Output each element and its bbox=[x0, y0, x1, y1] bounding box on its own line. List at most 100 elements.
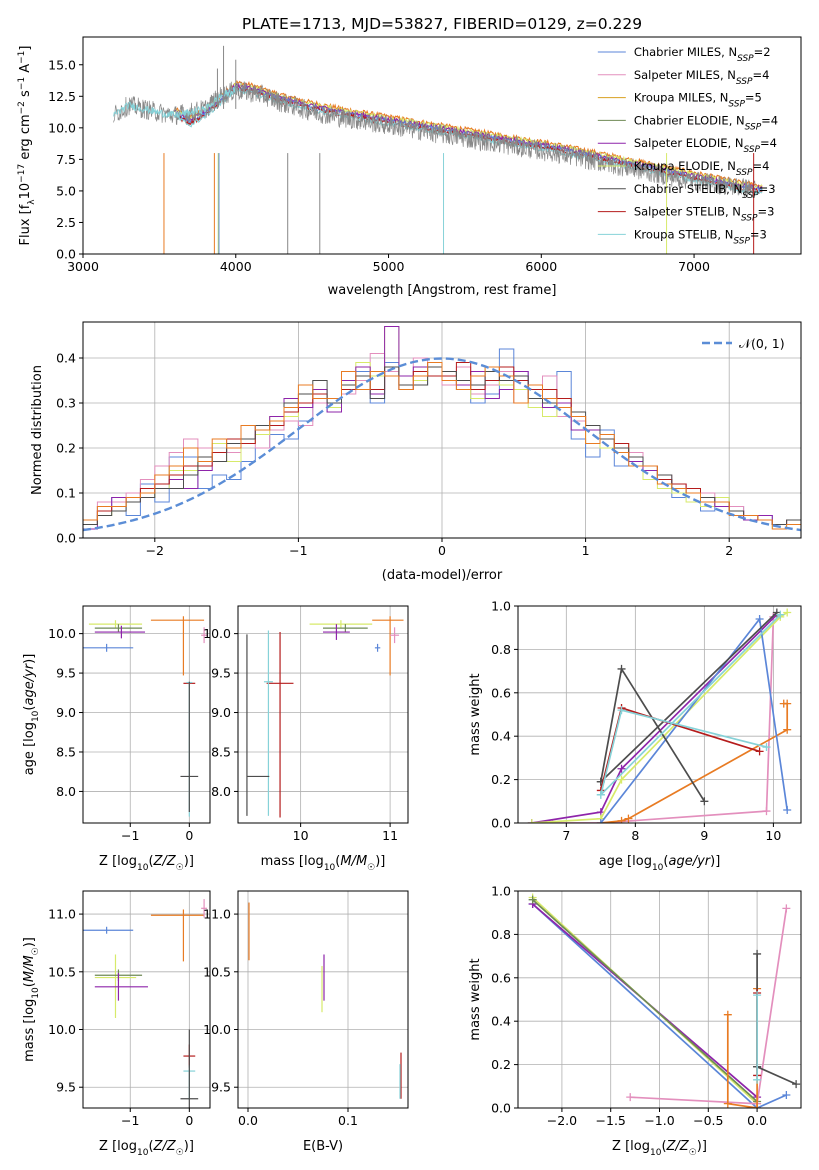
x-tick-label: −1.5 bbox=[596, 1113, 626, 1128]
y-axis-label-part: M/M bbox=[22, 955, 37, 982]
plus-marker bbox=[700, 797, 709, 806]
observed-spectrum-line bbox=[113, 81, 756, 198]
y-tick-label: 12.5 bbox=[48, 89, 76, 104]
x-axis-label: Z [log10(Z/Z☉)] bbox=[99, 854, 194, 873]
y-tick-label: 10.5 bbox=[48, 964, 76, 979]
plus-marker bbox=[617, 664, 626, 673]
legend-entry: Salpeter STELIB, NSSP=3 bbox=[597, 205, 774, 224]
legend-label-part: =4 bbox=[761, 113, 778, 127]
model-spectrum-line bbox=[174, 80, 763, 188]
x-axis-label: Z [log10(Z/Z☉)] bbox=[612, 1139, 707, 1158]
y-axis-label-part: −1 bbox=[17, 77, 27, 90]
x-axis-label-part: 10 bbox=[137, 863, 149, 873]
errorbar-point bbox=[83, 643, 134, 652]
plus-marker bbox=[779, 699, 788, 708]
x-tick-label: −0.5 bbox=[693, 1113, 723, 1128]
x-axis-label-part: wavelength [Angstrom, rest frame] bbox=[328, 283, 557, 298]
plus-marker bbox=[783, 805, 792, 814]
x-tick-label: −2.0 bbox=[547, 1113, 577, 1128]
legend-label-part: SSP bbox=[728, 100, 745, 110]
y-tick-label: 9.0 bbox=[56, 705, 76, 720]
y-axis-label-part: age [log bbox=[22, 722, 37, 775]
x-tick-label: −1 bbox=[121, 1113, 139, 1128]
x-axis-label-part: ☉ bbox=[176, 863, 184, 873]
legend-label: Salpeter ELODIE, NSSP=4 bbox=[634, 136, 777, 155]
x-axis-label-part: )] bbox=[697, 1139, 707, 1154]
y-tick-label: 0.6 bbox=[491, 970, 511, 985]
panel-spectrum: 3000 4000 5000 6000 7000 0.0 2.5 5.0 7.5 10.0 12.5… bbox=[17, 36, 802, 298]
y-axis-label-part: mass [log bbox=[22, 999, 37, 1062]
plus-marker bbox=[723, 1099, 732, 1108]
legend-label-part: SSP bbox=[745, 122, 762, 132]
model-spectrum-line bbox=[174, 82, 763, 193]
plus-marker bbox=[776, 610, 785, 619]
legend-label-part: Kroupa ELODIE, N bbox=[634, 159, 736, 173]
y-tick-label: 10.0 bbox=[48, 1022, 76, 1037]
errorbar-point bbox=[374, 643, 381, 652]
legend-label-part: SSP bbox=[737, 54, 754, 64]
legend-entry: Salpeter MILES, NSSP=4 bbox=[597, 68, 769, 87]
histogram-steps bbox=[83, 362, 801, 525]
y-axis-label-part: )] bbox=[22, 654, 37, 664]
y-axis-label-part: age/yr bbox=[22, 662, 37, 705]
x-axis-label-part: ( bbox=[663, 854, 668, 869]
axes-frame bbox=[517, 890, 802, 1109]
y-tick-label: 10.0 bbox=[203, 1022, 231, 1037]
panel-age_vs_Z: −1 08.08.59.09.510.0Z [log10(Z/Z☉)]age [l… bbox=[22, 605, 211, 873]
plus-marker bbox=[617, 706, 626, 715]
legend-entry: Kroupa STELIB, NSSP=3 bbox=[597, 227, 767, 246]
plus-marker bbox=[755, 747, 764, 756]
x-tick-label: 10 bbox=[293, 828, 309, 843]
x-axis-label-part: age/yr bbox=[668, 854, 711, 869]
x-axis-label-part: ( bbox=[148, 1139, 153, 1154]
y-tick-label: 9.5 bbox=[211, 1080, 231, 1095]
y-tick-label: 9.5 bbox=[56, 666, 76, 681]
x-axis-label: (data-model)/error bbox=[382, 568, 503, 583]
panel-massweight_vs_Z: −2.0 −1.5 −1.0 −0.5 0.0 0.0 0.2 0.4 0.6 0.8 1.0 Z [… bbox=[468, 884, 802, 1158]
legend-label-part: Salpeter MILES, N bbox=[634, 68, 736, 82]
y-axis-label-part: A bbox=[18, 64, 33, 77]
errorbar-point bbox=[323, 624, 368, 633]
y-tick-label: 7.5 bbox=[56, 152, 76, 167]
mass-weight-line bbox=[600, 611, 778, 783]
y-axis-label-part: −17 bbox=[17, 164, 27, 183]
y-tick-label: 9.5 bbox=[56, 1080, 76, 1095]
x-tick-label: 7000 bbox=[678, 259, 710, 274]
x-axis-label-part: age [log bbox=[599, 854, 652, 869]
plot-area bbox=[528, 893, 801, 1108]
legend-label-part: Chabrier MILES, N bbox=[634, 45, 737, 59]
legend-label: Kroupa STELIB, NSSP=3 bbox=[634, 227, 767, 246]
y-tick-label: 8.5 bbox=[56, 744, 76, 759]
errorbar-point bbox=[266, 632, 294, 818]
legend-entry: Salpeter ELODIE, NSSP=4 bbox=[597, 136, 777, 155]
y-axis-label-part: ☉ bbox=[31, 947, 41, 955]
x-axis-label-part: 10 bbox=[324, 863, 336, 873]
plus-marker bbox=[753, 991, 762, 1000]
errorbar-point bbox=[201, 627, 208, 644]
y-tick-label: 0.8 bbox=[491, 927, 511, 942]
y-tick-label: 8.0 bbox=[56, 784, 76, 799]
legend-entry: 𝒩(0, 1) bbox=[702, 336, 785, 351]
y-tick-label: 0.4 bbox=[491, 729, 511, 744]
histogram-steps bbox=[83, 362, 801, 530]
y-tick-label: 10.5 bbox=[203, 964, 231, 979]
y-tick-label: 0.6 bbox=[491, 685, 511, 700]
y-axis-label: mass weight bbox=[468, 958, 483, 1040]
errorbar-point bbox=[390, 627, 400, 644]
y-axis-label-part: ] bbox=[18, 46, 33, 51]
plot-area bbox=[246, 616, 404, 818]
plus-marker bbox=[755, 615, 764, 624]
legend-label-part: =3 bbox=[757, 205, 774, 219]
legend-label-part: Chabrier STELIB, N bbox=[634, 182, 742, 196]
mass-weight-line bbox=[531, 616, 775, 823]
y-tick-label: 0.1 bbox=[56, 486, 76, 501]
y-tick-label: 5.0 bbox=[56, 183, 76, 198]
axes-frame bbox=[82, 36, 802, 255]
y-tick-label: 0.0 bbox=[56, 247, 76, 262]
errorbar-point bbox=[150, 909, 205, 962]
y-tick-label: 11.0 bbox=[203, 907, 231, 922]
y-axis-label-part: ( bbox=[22, 982, 37, 987]
y-axis-label: mass [log10(M/M☉)] bbox=[22, 937, 41, 1062]
y-axis-label-part: )] bbox=[22, 937, 37, 947]
